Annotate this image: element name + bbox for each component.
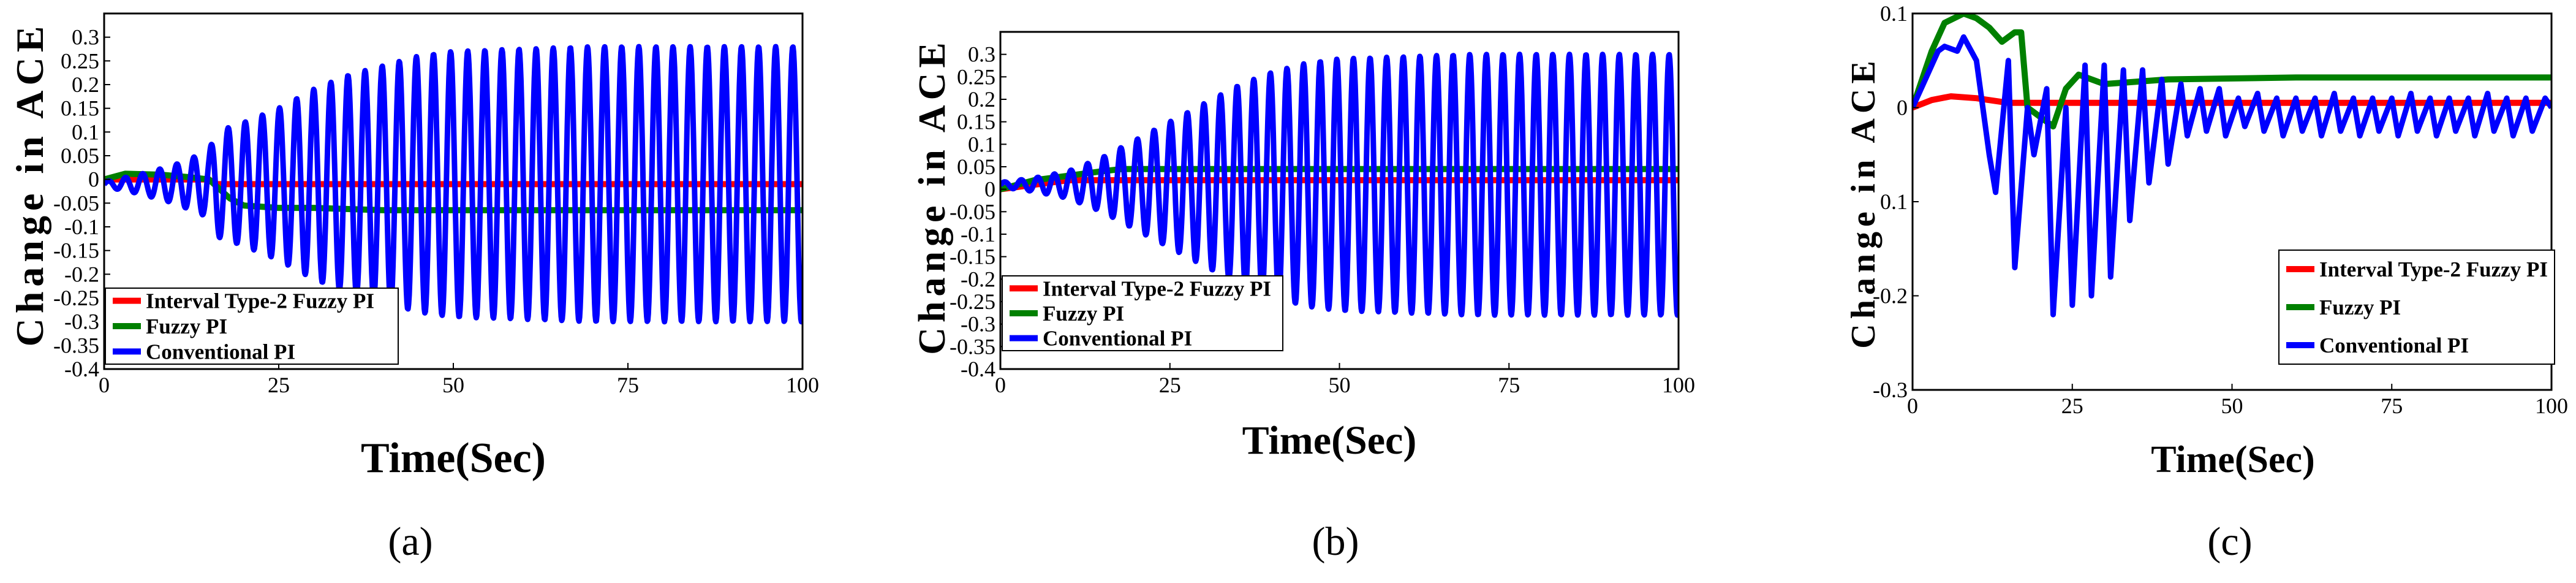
legend-entry: Interval Type-2 Fuzzy PI (1043, 276, 1271, 300)
y-tick-label: 0 (1897, 96, 1908, 120)
y-tick-label: -0.25 (950, 289, 995, 314)
y-tick-label: 0.2 (968, 87, 995, 112)
y-tick-label: -0.1 (64, 215, 99, 239)
series-line-conventional-pi (1913, 34, 2551, 318)
x-tick-label: 0 (99, 373, 110, 397)
series-line-conventional-pi (1000, 51, 1679, 318)
y-tick-label: 0.2 (72, 72, 99, 97)
legend-entry: Interval Type-2 Fuzzy PI (2319, 257, 2548, 281)
x-tick-label: 25 (268, 373, 290, 397)
y-tick-label: 0.25 (957, 64, 995, 89)
x-tick-label: 100 (1662, 373, 1695, 397)
y-tick-label: 0.05 (957, 154, 995, 179)
y-tick-label: -0.05 (950, 199, 995, 224)
x-tick-label: 75 (2381, 394, 2403, 418)
y-tick-label: -0.3 (961, 312, 995, 337)
legend-entry: Fuzzy PI (2319, 295, 2401, 319)
legend-entry: Fuzzy PI (1043, 302, 1124, 326)
legend: Interval Type-2 Fuzzy PI Fuzzy PI Conventi… (2278, 250, 2555, 365)
x-tick-label: 50 (1329, 373, 1351, 397)
legend-entry: Conventional PI (2319, 333, 2469, 357)
y-axis-label: Change in ACE (8, 21, 51, 347)
y-axis-label: Change in ACE (1845, 56, 1883, 348)
series-group (104, 44, 803, 325)
y-tick-label: -0.15 (950, 245, 995, 269)
y-tick-label: 0.15 (61, 96, 99, 121)
y-tick-label: 0.25 (61, 48, 99, 73)
x-axis-label: Time(Sec) (361, 435, 546, 482)
y-tick-label: -0.1 (961, 222, 995, 246)
x-axis-label: Time(Sec) (2151, 439, 2314, 481)
x-tick-label: 100 (2535, 394, 2568, 418)
series-line-interval-type-2-fuzzy-pi (1913, 93, 2551, 111)
y-tick-label: 0.3 (968, 42, 995, 67)
x-tick-label: 25 (1159, 373, 1181, 397)
legend-box (1002, 275, 1283, 351)
legend-entry: Fuzzy PI (146, 314, 227, 338)
y-tick-label: 0.1 (72, 120, 99, 144)
series-group (1000, 51, 1679, 318)
series-line-conventional-pi (104, 44, 803, 325)
legend-box (105, 288, 399, 365)
panel-caption: (c) (2207, 519, 2252, 564)
y-tick-label: 0 (88, 167, 99, 192)
y-tick-label: -0.3 (64, 310, 99, 334)
y-tick-label: 0 (984, 177, 995, 202)
y-tick-label: 0.1 (1880, 1, 1908, 26)
y-tick-label: -0.25 (53, 286, 99, 310)
x-tick-label: 0 (995, 373, 1006, 397)
legend-entry: Conventional PI (146, 340, 295, 364)
x-tick-label: 50 (442, 373, 464, 397)
y-tick-label: -0.2 (64, 262, 99, 286)
y-tick-label: 0.1 (1880, 189, 1908, 214)
y-tick-label: -0.05 (53, 191, 99, 215)
chart-panel-c: -0.3 -0.2 0.1 0 0.1 0 25 50 75 100 Time(Sec) Change… (1845, 1, 2568, 564)
y-tick-label: -0.2 (1873, 284, 1908, 308)
x-tick-label: 100 (786, 373, 819, 397)
y-axis-label: Change in ACE (912, 37, 953, 354)
y-tick-label: -0.4 (64, 357, 99, 381)
y-tick-label: 0.15 (957, 110, 995, 134)
y-tick-label: -0.15 (53, 238, 99, 263)
y-tick-label: -0.35 (950, 334, 995, 359)
series-line-fuzzy-pi (1913, 13, 2551, 130)
x-tick-label: 50 (2221, 394, 2243, 418)
y-tick-label: -0.35 (53, 333, 99, 357)
legend-entry: Conventional PI (1043, 327, 1192, 351)
series-group (1913, 13, 2551, 318)
x-tick-label: 0 (1907, 394, 1918, 418)
y-tick-label: -0.3 (1873, 378, 1908, 402)
legend-box (2278, 250, 2555, 365)
y-tick-label: -0.4 (961, 357, 995, 381)
x-tick-label: 75 (1498, 373, 1520, 397)
panel-caption: (b) (1312, 519, 1359, 564)
chart-panel-a: -0.4-0.35-0.3-0.25-0.2-0.15-0.1-0.0500.0… (8, 12, 819, 564)
panel-caption: (a) (388, 519, 432, 564)
y-tick-label: 0.1 (968, 132, 995, 156)
x-axis-label: Time(Sec) (1242, 418, 1417, 463)
y-tick-label: 0.3 (72, 25, 99, 50)
x-tick-label: 75 (617, 373, 639, 397)
x-tick-label: 25 (2061, 394, 2083, 418)
y-tick-label: 0.05 (61, 143, 99, 168)
chart-panel-b: -0.4-0.35-0.3-0.25-0.2-0.15-0.1-0.0500.0… (912, 31, 1695, 564)
legend-entry: Interval Type-2 Fuzzy PI (146, 289, 374, 313)
y-tick-label: -0.2 (961, 267, 995, 291)
